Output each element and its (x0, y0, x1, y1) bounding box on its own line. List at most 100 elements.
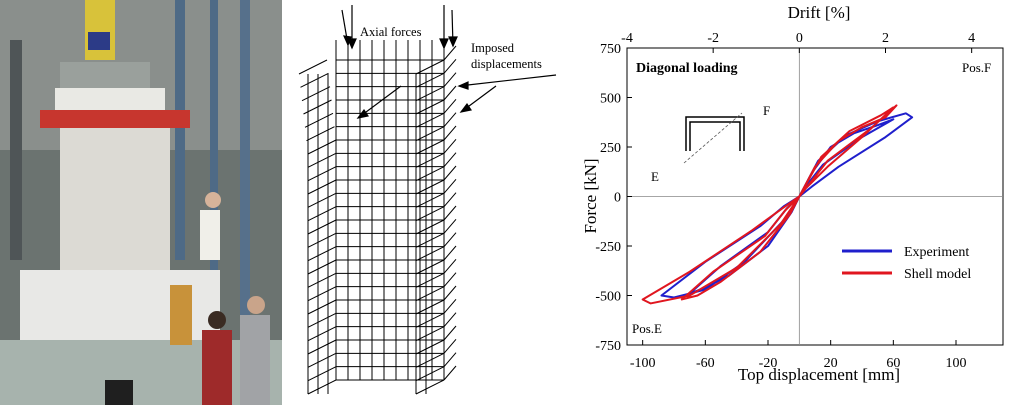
mesh-line (415, 192, 445, 208)
mesh-line (443, 312, 457, 327)
mesh-line (307, 206, 337, 222)
mesh-line (443, 45, 457, 61)
lab-photo-image (0, 0, 282, 405)
mesh-line (443, 325, 457, 341)
axial-forces-label: Axial forces (360, 25, 422, 39)
inset-label-f: F (763, 103, 770, 118)
mesh-line (415, 179, 445, 195)
mesh-line (443, 192, 457, 207)
lab-test-photo (0, 0, 282, 405)
x-tick-label: -60 (696, 356, 715, 371)
mesh-line (415, 219, 445, 235)
mesh-line (443, 165, 457, 181)
mesh-line (443, 179, 457, 194)
axial-arrows (341, 5, 458, 50)
y-tick-label: 750 (600, 42, 621, 57)
mesh-line (307, 326, 337, 342)
mesh-line (307, 366, 337, 382)
mesh-line (415, 86, 445, 102)
mesh-line (415, 312, 445, 328)
x2-tick-label: 2 (882, 31, 889, 46)
inset-label-e: E (651, 169, 659, 184)
imposed-label-line1: Imposed (471, 41, 515, 55)
mesh-line (307, 352, 337, 368)
x-tick-label: 20 (824, 356, 838, 371)
mesh-line (415, 72, 445, 88)
mesh-line (300, 72, 329, 88)
y-tick-label: -500 (595, 290, 621, 305)
x-tick-label: 60 (886, 356, 900, 371)
mesh-line (304, 112, 334, 128)
mesh-line (307, 339, 337, 355)
mesh-diagram: Axial forces Imposed displacements (296, 0, 576, 405)
legend: Experiment Shell model (842, 245, 971, 282)
mesh-line (443, 272, 457, 287)
mesh-line (443, 139, 457, 154)
x2-tick-label: 4 (968, 31, 975, 46)
y-tick-label: -250 (595, 240, 621, 255)
mesh-line (415, 59, 445, 75)
mesh-line (307, 299, 337, 315)
legend-label-shell-model: Shell model (904, 267, 971, 282)
x2-axis-label: Drift [%] (788, 3, 851, 22)
displacement-arrows (356, 74, 557, 119)
y-tick-label: 0 (614, 191, 621, 206)
mesh-line (307, 232, 337, 248)
corner-pos-e: Pos.E (632, 321, 662, 336)
mesh-line (443, 85, 457, 101)
chart-svg: -100 -60 -20 20 60 100-750-500-2500250500750-… (581, 3, 1004, 384)
mesh-line (443, 259, 457, 274)
hysteresis-chart: -100 -60 -20 20 60 100 -750 -500 -250 0 250 500 750-… (576, 0, 1024, 405)
x-tick-label: -20 (759, 356, 778, 371)
mesh-line (443, 99, 457, 114)
ticks-group: -100 -60 -20 20 60 100-750-500-2500250500750-… (595, 31, 975, 371)
mesh-line (443, 59, 457, 74)
mesh-line (415, 339, 445, 355)
chart-title: Diagonal loading (636, 61, 738, 76)
mesh-line (307, 286, 337, 302)
legend-label-experiment: Experiment (904, 245, 969, 260)
y-axis-label: Force [kN] (581, 158, 600, 233)
mesh-line (415, 259, 445, 275)
x-axis-label: Top displacement [mm] (738, 365, 900, 384)
mesh-line (307, 312, 337, 328)
mesh-line (415, 112, 445, 128)
mesh-line (307, 272, 337, 288)
x2-tick-label: -4 (621, 31, 633, 46)
mesh-line (307, 166, 337, 182)
wall-mesh (298, 40, 457, 395)
mesh-line (443, 365, 457, 381)
mesh-line (415, 246, 445, 262)
mesh-line (443, 152, 457, 167)
mesh-line (443, 112, 457, 127)
x-tick-label: -100 (630, 356, 656, 371)
mesh-line (415, 286, 445, 302)
mesh-line (443, 125, 457, 141)
mesh-line (443, 219, 457, 234)
imposed-label-line2: displacements (471, 57, 542, 71)
corner-pos-f: Pos.F (962, 60, 991, 75)
mesh-line (415, 299, 445, 315)
mesh-line (415, 139, 445, 155)
y-tick-label: -750 (595, 339, 621, 354)
mesh-line (443, 245, 457, 261)
mesh-line (443, 285, 457, 301)
mesh-line (443, 352, 457, 367)
series-line-shell-model (641, 104, 898, 305)
mesh-line (415, 99, 445, 115)
mesh-line (443, 205, 457, 221)
mesh-line (307, 246, 337, 262)
mesh-line (298, 59, 328, 75)
series-group (641, 104, 914, 305)
mesh-line (307, 379, 337, 395)
mesh-line (443, 299, 457, 314)
x2-tick-label: 0 (796, 31, 803, 46)
mesh-line (415, 166, 445, 182)
mesh-line (415, 152, 445, 168)
mesh-line (307, 219, 337, 235)
mesh-line (415, 326, 445, 342)
mesh-line (307, 179, 337, 195)
y-tick-label: 250 (600, 141, 621, 156)
inset-diagram (683, 112, 745, 164)
mesh-line (307, 152, 337, 168)
